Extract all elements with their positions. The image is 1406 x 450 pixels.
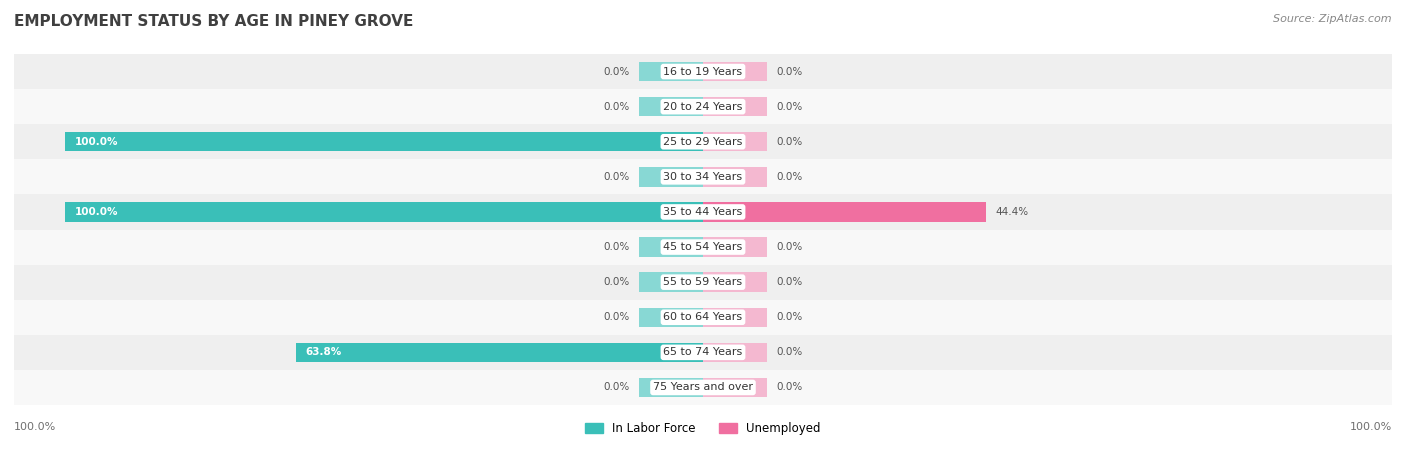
Text: 100.0%: 100.0% <box>14 423 56 432</box>
Text: 20 to 24 Years: 20 to 24 Years <box>664 102 742 112</box>
Bar <box>703 62 766 81</box>
Text: 100.0%: 100.0% <box>75 137 118 147</box>
Bar <box>640 378 703 397</box>
Text: 63.8%: 63.8% <box>305 347 342 357</box>
Text: 0.0%: 0.0% <box>603 102 630 112</box>
Text: 0.0%: 0.0% <box>776 382 803 392</box>
Bar <box>1 159 1405 194</box>
Text: 0.0%: 0.0% <box>776 347 803 357</box>
Text: 100.0%: 100.0% <box>1350 423 1392 432</box>
Bar <box>1 89 1405 124</box>
Bar <box>1 230 1405 265</box>
Bar <box>703 97 766 116</box>
Bar <box>1 265 1405 300</box>
Text: 16 to 19 Years: 16 to 19 Years <box>664 67 742 76</box>
Bar <box>703 308 766 327</box>
Bar <box>640 167 703 186</box>
Bar <box>640 97 703 116</box>
Text: 30 to 34 Years: 30 to 34 Years <box>664 172 742 182</box>
Text: 0.0%: 0.0% <box>776 277 803 287</box>
Text: 0.0%: 0.0% <box>776 312 803 322</box>
Text: 100.0%: 100.0% <box>75 207 118 217</box>
Bar <box>703 167 766 186</box>
Text: 0.0%: 0.0% <box>603 312 630 322</box>
Bar <box>65 202 703 221</box>
Text: 35 to 44 Years: 35 to 44 Years <box>664 207 742 217</box>
Text: 0.0%: 0.0% <box>776 137 803 147</box>
Bar <box>1 300 1405 335</box>
Text: 60 to 64 Years: 60 to 64 Years <box>664 312 742 322</box>
Bar <box>1 54 1405 89</box>
Bar <box>1 194 1405 230</box>
Text: EMPLOYMENT STATUS BY AGE IN PINEY GROVE: EMPLOYMENT STATUS BY AGE IN PINEY GROVE <box>14 14 413 28</box>
Text: 0.0%: 0.0% <box>603 67 630 76</box>
Bar <box>640 273 703 292</box>
Bar <box>1 335 1405 370</box>
Text: 45 to 54 Years: 45 to 54 Years <box>664 242 742 252</box>
Text: 65 to 74 Years: 65 to 74 Years <box>664 347 742 357</box>
Bar <box>640 238 703 256</box>
Text: 44.4%: 44.4% <box>995 207 1029 217</box>
Bar <box>703 238 766 256</box>
Text: 25 to 29 Years: 25 to 29 Years <box>664 137 742 147</box>
Text: 0.0%: 0.0% <box>776 172 803 182</box>
Text: 0.0%: 0.0% <box>603 382 630 392</box>
Text: 0.0%: 0.0% <box>603 172 630 182</box>
Bar <box>297 343 703 362</box>
Text: 0.0%: 0.0% <box>776 67 803 76</box>
Bar <box>1 370 1405 405</box>
Bar <box>640 308 703 327</box>
Text: 0.0%: 0.0% <box>603 277 630 287</box>
Bar <box>1 124 1405 159</box>
Bar <box>65 132 703 151</box>
Text: 0.0%: 0.0% <box>776 102 803 112</box>
Text: 0.0%: 0.0% <box>603 242 630 252</box>
Bar <box>703 202 986 221</box>
Bar <box>703 343 766 362</box>
Legend: In Labor Force, Unemployed: In Labor Force, Unemployed <box>581 417 825 440</box>
Bar <box>703 378 766 397</box>
Text: Source: ZipAtlas.com: Source: ZipAtlas.com <box>1274 14 1392 23</box>
Bar <box>640 62 703 81</box>
Text: 0.0%: 0.0% <box>776 242 803 252</box>
Text: 75 Years and over: 75 Years and over <box>652 382 754 392</box>
Text: 55 to 59 Years: 55 to 59 Years <box>664 277 742 287</box>
Bar <box>703 273 766 292</box>
Bar <box>703 132 766 151</box>
